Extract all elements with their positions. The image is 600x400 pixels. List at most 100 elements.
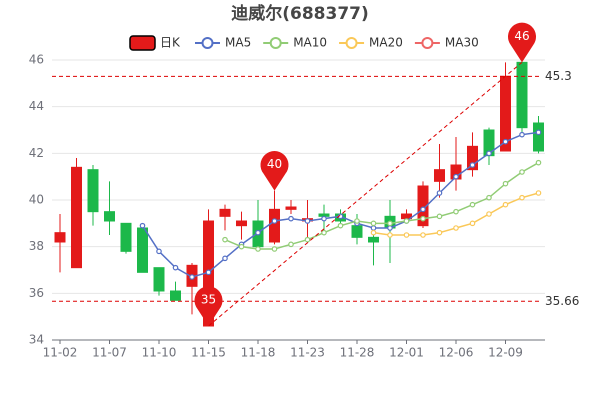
legend-label: MA5 [225,36,251,50]
ma-point [255,229,261,236]
ma-point [156,248,162,255]
ma-point [519,194,525,201]
legend-icon [129,35,156,51]
ma-point [453,173,459,180]
ma-point [189,274,195,280]
candle-body [54,232,66,243]
chart-title: 迪威尔(688377) [231,3,369,24]
legend-icon [201,37,214,49]
pin [260,151,289,191]
ma-point [486,194,492,201]
y-tick-label: 44 [29,99,44,113]
candle-body [434,169,445,182]
ma-point [304,236,311,243]
x-tick-label: 11-02 [43,346,78,360]
ma-point [469,201,476,208]
mark-line-label: 45.3 [545,69,572,83]
ma-point [502,180,509,187]
ma-point [469,220,476,227]
ma-point [288,241,294,248]
ma-point [304,218,311,224]
y-tick-label: 34 [29,333,44,347]
ma-point [420,232,426,238]
ma-point [288,215,294,222]
ma-point [403,232,410,238]
x-tick-label: 11-23 [290,346,325,360]
legend-icon [345,37,358,49]
candle-body [516,61,528,129]
candle-body [285,206,297,210]
x-tick-label: 12-01 [389,346,424,360]
candle-body [351,225,363,238]
legend-icon [421,37,434,49]
ma-point [387,225,393,231]
candle-body [368,236,379,243]
candle-body [120,222,132,252]
candle-body [417,185,429,227]
pin-label: 40 [267,157,282,171]
pin [507,22,536,63]
ma-point [403,218,410,224]
legend-icon [269,37,282,49]
ma-point [370,225,377,231]
x-tick-label: 12-09 [488,346,523,360]
ma-point [486,150,492,157]
ma-point [271,218,278,224]
legend: 日K MA5 MA10 MA20 MA30 [129,35,479,51]
x-tick-label: 11-18 [241,346,276,360]
legend-label: MA20 [369,36,403,50]
ma-point [502,138,509,145]
ma-point [519,169,525,175]
pin [194,286,223,326]
y-tick-label: 40 [29,193,44,207]
ma-line [141,131,539,278]
candle-body [71,166,82,269]
ma-point [222,236,228,243]
ma-point [370,220,377,227]
y-tick-label: 42 [29,146,44,160]
ma-point [321,215,327,222]
ma-point [420,206,426,213]
y-tick-label: 36 [29,286,44,300]
legend-label: 日K [160,36,181,50]
ma-point [238,243,245,250]
ma-point [255,246,261,252]
ma-point [222,255,228,262]
ma-point [453,225,459,231]
ma-point [370,229,377,236]
mark-line-label: 35.66 [545,294,579,308]
ma-line [224,162,539,250]
ma-point [502,201,509,208]
pin-label: 35 [201,293,216,307]
ma-point [205,269,212,276]
ma-point [486,211,492,217]
legend-label: MA10 [293,36,327,50]
ma-point [519,131,525,138]
x-tick-label: 11-10 [142,346,177,360]
x-tick-label: 12-06 [439,346,474,360]
candle-body [219,208,231,217]
candle-body [467,145,478,171]
x-tick-label: 11-28 [340,346,375,360]
pin-label: 46 [514,29,529,43]
ma-point [436,190,443,196]
candle-body [269,208,280,243]
ma-point [436,213,443,220]
candle-body [236,220,247,227]
candle-body [137,227,148,273]
candle-body [533,122,544,152]
ma-point [139,222,146,229]
candle-body [153,267,165,292]
ma-point [436,229,443,236]
ma-point [337,222,344,229]
ma-point [271,246,278,252]
x-tick-label: 11-15 [191,346,226,360]
ma-point [535,129,542,136]
ma-point [535,190,542,196]
ma-point [387,232,393,238]
ma-point [469,162,476,168]
ma-point [387,220,393,227]
x-tick-label: 11-07 [92,346,127,360]
trend-line [208,61,523,327]
